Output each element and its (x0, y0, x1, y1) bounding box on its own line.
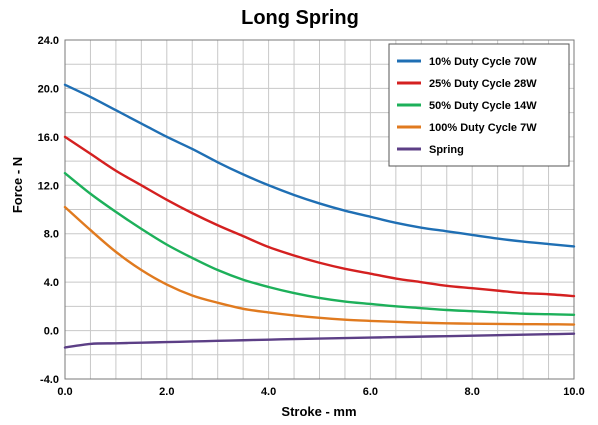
legend-label: 100% Duty Cycle 7W (429, 122, 537, 134)
series-line-2 (63, 135, 576, 298)
axes: 0.0 2.0 4.0 6.0 8.0 10.0-4.00.04.08.012.016.0… (38, 35, 585, 398)
x-tick-label: 6.0 (363, 386, 378, 398)
plot-area-border (64, 39, 575, 380)
x-tick-label: 8.0 (465, 386, 480, 398)
series-line-4 (63, 205, 576, 326)
legend: 10% Duty Cycle 70W 25% Duty Cycle 28W 50% … (388, 43, 570, 167)
legend-label: 25% Duty Cycle 28W (429, 78, 537, 90)
y-tick-label: -4.0 (40, 374, 59, 386)
x-tick-label: 0.0 (57, 386, 72, 398)
y-axis-label: Force - N (10, 157, 25, 213)
series-line-1 (63, 83, 576, 248)
y-tick-label: 24.0 (38, 35, 59, 47)
chart-title: Long Spring (241, 7, 359, 29)
legend-label: Spring (429, 144, 464, 156)
x-tick-label: 2.0 (159, 386, 174, 398)
series-line-5 (63, 332, 576, 349)
series-lines (63, 83, 576, 349)
y-tick-label: 20.0 (38, 83, 59, 95)
y-tick-label: 16.0 (38, 132, 59, 144)
legend-label: 50% Duty Cycle 14W (429, 100, 537, 112)
x-tick-label: 4.0 (261, 386, 276, 398)
y-tick-label: 4.0 (44, 277, 59, 289)
y-tick-label: 0.0 (44, 326, 59, 338)
x-axis-label: Stroke - mm (281, 404, 356, 419)
series-line-3 (63, 171, 576, 317)
legend-label: 10% Duty Cycle 70W (429, 56, 537, 68)
x-tick-label: 10.0 (563, 386, 584, 398)
y-tick-label: 8.0 (44, 229, 59, 241)
y-tick-label: 12.0 (38, 180, 59, 192)
